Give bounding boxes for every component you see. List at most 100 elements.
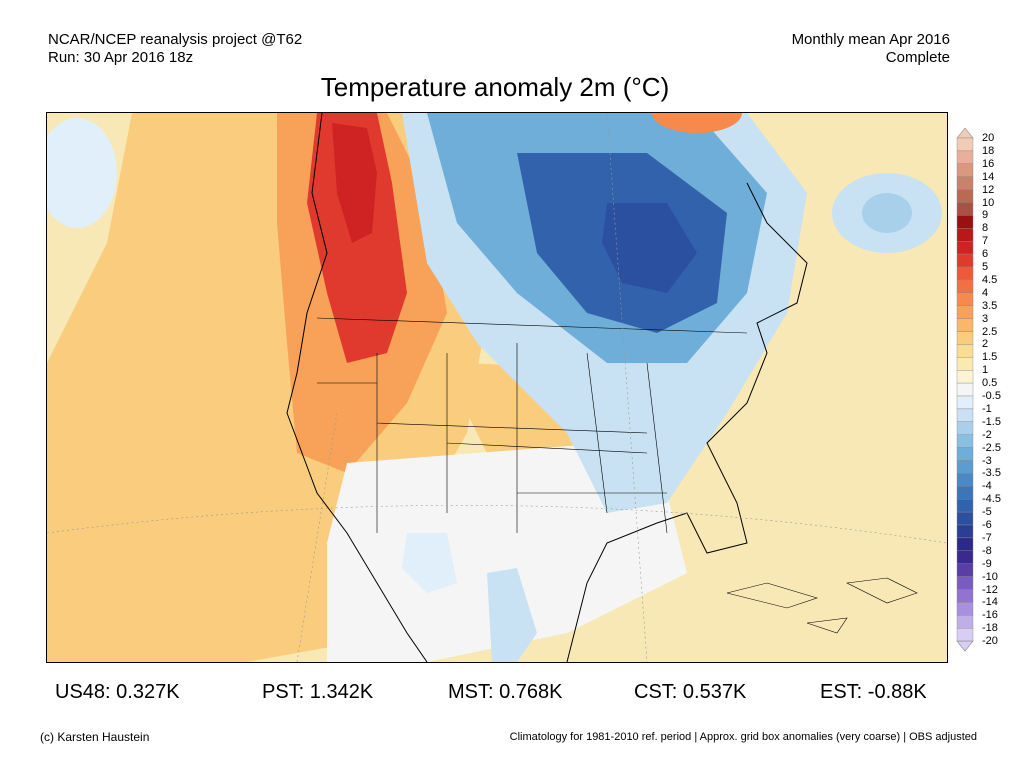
colorbar-swatch: [956, 215, 974, 229]
colorbar-swatch: [956, 292, 974, 306]
colorbar-swatch: [956, 589, 974, 603]
colorbar-top-arrow: [956, 128, 974, 139]
colorbar-swatch: [956, 382, 974, 397]
colorbar-tick-label: 2: [982, 338, 989, 351]
colorbar-swatch: [956, 408, 974, 422]
colorbar-tick-label: -4.5: [982, 493, 1001, 506]
colorbar-tick-label: 9: [982, 209, 989, 222]
colorbar-tick-label: 16: [982, 157, 995, 170]
colorbar-tick-label: 20: [982, 132, 995, 144]
colorbar-swatch: [956, 550, 974, 564]
colorbar-swatch: [956, 344, 974, 358]
cool-patch-texas: [402, 533, 457, 593]
colorbar-swatch: [956, 434, 974, 448]
stat-us48: US48: 0.327K: [55, 681, 180, 703]
colorbar-tick-label: -2.5: [982, 441, 1001, 454]
colorbar-tick-label: -7: [982, 531, 992, 544]
colorbar-swatch: [956, 266, 974, 281]
colorbar-swatch: [956, 447, 974, 461]
colorbar-swatch: [956, 202, 974, 216]
colorbar-tick-label: -1: [982, 402, 992, 415]
source-label: NCAR/NCEP reanalysis project @T62: [48, 31, 303, 48]
colorbar-swatch: [956, 628, 974, 642]
colorbar-swatch: [956, 524, 974, 539]
stat-pst: PST: 1.342K: [262, 681, 374, 703]
state-borders: [316, 317, 748, 534]
colorbar-swatch: [956, 576, 974, 590]
colorbar-swatch: [956, 511, 974, 526]
colorbar-swatch: [956, 473, 974, 487]
run-label: Run: 30 Apr 2016 18z: [48, 49, 194, 66]
coastline: [286, 113, 808, 662]
colorbar-swatch: [956, 615, 974, 629]
cool-patch-atlantic-core: [862, 193, 912, 233]
colorbar-tick-label: -6: [982, 519, 992, 531]
colorbar-swatch: [956, 460, 974, 474]
colorbar-tick-label: -20: [982, 635, 998, 648]
colorbar-tick-label: -3: [982, 454, 992, 467]
colorbar-tick-label: -8: [982, 544, 992, 557]
colorbar-tick-label: 1: [982, 364, 989, 377]
colorbar-tick-label: -5: [982, 506, 992, 519]
warm-patch-greenland: [652, 113, 742, 133]
colorbar-tick-label: -3.5: [982, 467, 1001, 480]
colorbar-swatch: [956, 331, 974, 345]
anomaly-map: [46, 112, 948, 663]
copyright-label: (c) Karsten Haustein: [40, 730, 150, 744]
colorbar-swatch: [956, 486, 974, 500]
colorbar-swatch: [956, 369, 974, 384]
colorbar-tick-label: 8: [982, 222, 989, 235]
colorbar-tick-label: -4: [982, 480, 992, 493]
colorbar-tick-label: -0.5: [982, 390, 1001, 402]
colorbar-swatch: [956, 279, 974, 293]
colorbar-tick-label: -1.5: [982, 415, 1001, 428]
climatology-note: Climatology for 1981-2010 ref. period | …: [509, 731, 977, 743]
colorbar-tick-label: 12: [982, 183, 995, 196]
colorbar-swatch: [956, 228, 974, 242]
status-label: Complete: [885, 49, 950, 66]
colorbar-swatch: [956, 150, 974, 164]
colorbar-tick-label: -9: [982, 557, 992, 570]
colorbar-swatch: [956, 537, 974, 551]
neutral-south: [327, 443, 687, 662]
colorbar-swatch: [956, 163, 974, 177]
period-label: Monthly mean Apr 2016: [791, 31, 950, 48]
colorbar-tick-label: 3: [982, 312, 989, 325]
colorbar-swatch: [956, 602, 974, 616]
map-title: Temperature anomaly 2m (°C): [320, 72, 670, 102]
stat-mst: MST: 0.768K: [448, 681, 563, 703]
caribbean-islands: [726, 577, 918, 634]
cool-patch-pacific: [47, 118, 117, 228]
colorbar-tick-label: -18: [982, 622, 998, 635]
colorbar-tick-label: 4.5: [982, 273, 998, 286]
colorbar-swatch: [956, 137, 974, 152]
colorbar-tick-label: -16: [982, 609, 998, 622]
graticule: [47, 113, 947, 662]
colorbar-swatch: [956, 499, 974, 513]
stat-est: EST: -0.88K: [820, 681, 927, 703]
colorbar: [956, 128, 974, 652]
colorbar-swatch: [956, 189, 974, 203]
colorbar-swatch: [956, 253, 974, 268]
colorbar-tick-label: 2.5: [982, 325, 998, 338]
colorbar-tick-label: 1.5: [982, 351, 998, 364]
colorbar-swatch: [956, 240, 974, 255]
cool-patch-mexico: [487, 568, 537, 662]
colorbar-swatch: [956, 357, 974, 371]
hot-core-pnw-deep: [332, 123, 377, 243]
colorbar-swatch: [956, 563, 974, 577]
colorbar-tick-label: 7: [982, 235, 989, 248]
cold-core-hudson-deep: [602, 203, 697, 293]
colorbar-tick-label: 18: [982, 144, 995, 157]
colorbar-swatch: [956, 318, 974, 332]
colorbar-swatch: [956, 176, 974, 190]
colorbar-tick-label: 10: [982, 196, 995, 209]
colorbar-swatches: [956, 128, 974, 652]
colorbar-tick-label: 6: [982, 248, 989, 261]
colorbar-swatch: [956, 421, 974, 435]
colorbar-tick-label: -12: [982, 583, 998, 596]
colorbar-tick-label: 4: [982, 286, 989, 299]
colorbar-swatch: [956, 395, 974, 410]
colorbar-tick-label: -2: [982, 428, 992, 441]
colorbar-tick-label: -10: [982, 570, 998, 583]
